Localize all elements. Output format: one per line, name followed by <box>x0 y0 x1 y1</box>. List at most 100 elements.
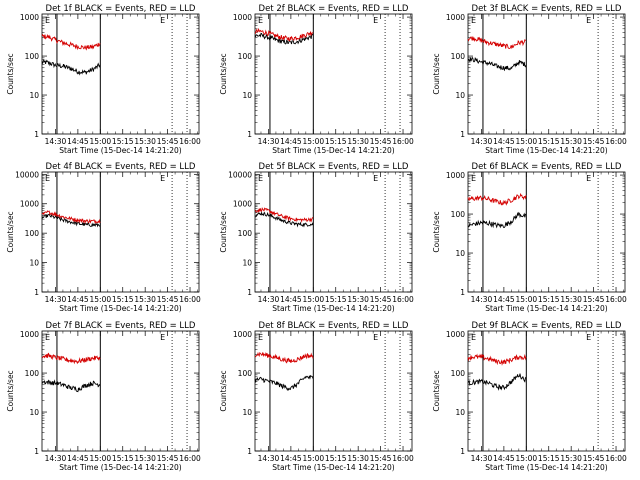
y-tick-label: 1 <box>460 447 465 456</box>
y-tick-label: 10 <box>29 408 39 417</box>
x-tick-label: 15:30 <box>347 137 369 146</box>
x-tick-label: 15:45 <box>583 295 605 304</box>
panel-title: Det 7f BLACK = Events, RED = LLD <box>46 321 196 331</box>
x-tick-label: 14:45 <box>67 137 89 146</box>
y-tick-label: 1000 <box>233 13 252 22</box>
x-tick-label: 15:30 <box>560 137 582 146</box>
series-lld-line <box>467 353 527 366</box>
x-tick-label: 15:15 <box>325 454 347 463</box>
series-events-line <box>467 373 527 391</box>
y-tick-label: 100 <box>451 52 466 61</box>
x-tick-label: 14:45 <box>280 295 302 304</box>
y-axis-label: Counts/sec <box>6 211 15 252</box>
series-events-line <box>467 56 527 72</box>
y-tick-label: 10 <box>242 408 252 417</box>
x-tick-label: 14:45 <box>493 454 515 463</box>
series-events-line <box>41 379 101 393</box>
event-marker-label: E <box>373 333 378 342</box>
x-tick-label: 15:00 <box>90 454 112 463</box>
x-tick-label: 15:30 <box>134 454 156 463</box>
y-tick-label: 1 <box>460 130 465 139</box>
x-tick-label: 16:00 <box>605 295 627 304</box>
x-axis-label: Start Time (15-Dec-14 14:21:20) <box>59 146 181 155</box>
y-tick-label: 100 <box>25 369 40 378</box>
x-tick-label: 16:00 <box>392 295 414 304</box>
event-marker-label: E <box>586 16 591 25</box>
x-tick-label: 15:15 <box>538 137 560 146</box>
x-tick-label: 15:45 <box>370 295 392 304</box>
series-lld-line <box>41 352 101 365</box>
x-tick-label: 15:00 <box>303 295 325 304</box>
y-tick-label: 10 <box>455 91 465 100</box>
x-tick-label: 14:45 <box>67 295 89 304</box>
x-tick-label: 15:00 <box>303 454 325 463</box>
x-tick-label: 15:15 <box>325 137 347 146</box>
plot-frame <box>41 171 200 293</box>
x-tick-label: 15:00 <box>90 137 112 146</box>
panel-det-7: Det 7f BLACK = Events, RED = LLD 1 10 100 10… <box>6 321 201 472</box>
y-tick-label: 100 <box>25 52 40 61</box>
x-axis-label: Start Time (15-Dec-14 14:21:20) <box>485 146 607 155</box>
y-tick-label: 10000 <box>15 170 39 179</box>
event-marker-label: E <box>471 174 476 183</box>
y-axis-label: Counts/sec <box>432 211 441 252</box>
y-tick-label: 1 <box>34 288 39 297</box>
series-lld-line <box>467 192 527 206</box>
event-marker-label: E <box>45 16 50 25</box>
y-axis-label: Counts/sec <box>219 53 228 94</box>
panel-title: Det 5f BLACK = Events, RED = LLD <box>259 162 409 172</box>
x-tick-label: 15:15 <box>112 454 134 463</box>
y-tick-label: 1000 <box>20 200 39 209</box>
x-tick-label: 15:15 <box>538 295 560 304</box>
y-tick-label: 1000 <box>446 13 465 22</box>
y-tick-label: 10 <box>242 259 252 268</box>
x-tick-label: 14:30 <box>258 454 280 463</box>
y-tick-label: 10000 <box>228 170 252 179</box>
x-axis-label: Start Time (15-Dec-14 14:21:20) <box>272 463 394 472</box>
x-tick-label: 15:30 <box>134 137 156 146</box>
x-tick-label: 15:30 <box>134 295 156 304</box>
event-marker-label: E <box>471 16 476 25</box>
y-axis-label: Counts/sec <box>6 370 15 411</box>
y-tick-label: 10 <box>242 91 252 100</box>
x-tick-label: 14:30 <box>45 137 67 146</box>
event-marker-label: E <box>586 333 591 342</box>
y-tick-label: 1 <box>34 447 39 456</box>
x-tick-label: 14:45 <box>67 454 89 463</box>
y-tick-label: 1000 <box>446 171 465 180</box>
series-events-line <box>41 213 101 228</box>
series-events-line <box>467 211 527 229</box>
x-tick-label: 15:15 <box>112 295 134 304</box>
x-tick-label: 15:00 <box>516 454 538 463</box>
panel-det-1: Det 1f BLACK = Events, RED = LLD 1 10 100 10… <box>6 4 201 155</box>
panel-title: Det 9f BLACK = Events, RED = LLD <box>472 321 622 331</box>
x-tick-label: 15:00 <box>303 137 325 146</box>
y-axis-label: Counts/sec <box>432 53 441 94</box>
series-lld-line <box>467 36 527 50</box>
x-tick-label: 15:15 <box>112 137 134 146</box>
event-marker-label: E <box>45 174 50 183</box>
x-tick-label: 16:00 <box>605 137 627 146</box>
x-tick-label: 15:45 <box>583 137 605 146</box>
event-marker-label: E <box>471 333 476 342</box>
x-tick-label: 14:30 <box>258 295 280 304</box>
x-axis-label: Start Time (15-Dec-14 14:21:20) <box>59 304 181 313</box>
series-lld-line <box>254 27 314 42</box>
x-tick-label: 15:30 <box>560 295 582 304</box>
panel-det-9: Det 9f BLACK = Events, RED = LLD 1 10 100 10… <box>432 321 627 472</box>
panel-det-3: Det 3f BLACK = Events, RED = LLD 1 10 100 10… <box>432 4 627 155</box>
y-tick-label: 1000 <box>20 330 39 339</box>
plot-frame <box>467 330 626 452</box>
y-tick-label: 1 <box>247 130 252 139</box>
event-marker-label: E <box>45 333 50 342</box>
x-tick-label: 15:45 <box>370 137 392 146</box>
series-lld-line <box>41 210 101 225</box>
y-tick-label: 10 <box>455 408 465 417</box>
x-tick-label: 16:00 <box>605 454 627 463</box>
event-marker-label: E <box>586 174 591 183</box>
y-tick-label: 1 <box>460 288 465 297</box>
plot-frame <box>467 171 626 293</box>
x-tick-label: 14:45 <box>493 295 515 304</box>
event-marker-label: E <box>373 16 378 25</box>
